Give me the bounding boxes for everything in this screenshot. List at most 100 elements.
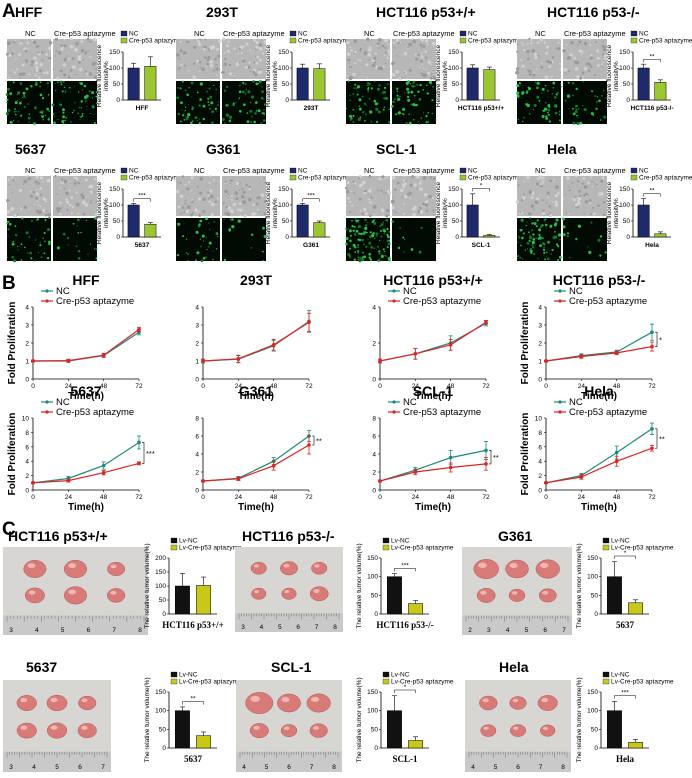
gfp-nc-a6-cell bbox=[213, 221, 215, 223]
gfp-nc-a4-cell bbox=[558, 110, 561, 113]
y-tick-label: 50 bbox=[159, 726, 167, 733]
gfp-aptazyme-a8 bbox=[561, 217, 607, 261]
y-tick-label: 1 bbox=[195, 359, 199, 366]
brightfield-aptazyme-a8-cell bbox=[566, 176, 570, 181]
gfp-nc-a8-cell bbox=[531, 229, 534, 232]
gfp-aptazyme-a1-cell bbox=[95, 95, 98, 98]
brightfield-aptazyme-a1-cell bbox=[63, 73, 66, 77]
brightfield-aptazyme-a6-cell bbox=[235, 197, 239, 201]
data-point bbox=[650, 446, 654, 451]
brightfield-nc-a3-cell bbox=[353, 53, 356, 55]
chart-title: HCT116 p53+/+ bbox=[383, 272, 483, 288]
gfp-aptazyme-a4-cell bbox=[582, 81, 584, 83]
brightfield-nc-a3-cell bbox=[366, 37, 370, 41]
brightfield-aptazyme-a1-cell bbox=[59, 69, 63, 73]
gfp-nc-a6-cell bbox=[217, 235, 219, 237]
gfp-aptazyme-a1-cell bbox=[69, 91, 71, 93]
brightfield-nc-a6-cell bbox=[184, 199, 187, 202]
data-point bbox=[271, 463, 276, 468]
tumor-highlight bbox=[509, 563, 518, 569]
gfp-nc-a8-cell bbox=[544, 258, 546, 261]
brightfield-nc-a7-cell bbox=[368, 174, 372, 178]
gfp-nc-a8-cell bbox=[529, 217, 531, 220]
gfp-aptazyme-a2-cell bbox=[232, 102, 235, 105]
gfp-aptazyme-a4-cell bbox=[596, 101, 598, 103]
gfp-aptazyme-a4-cell bbox=[576, 114, 578, 117]
brightfield-aptazyme-a2-cell bbox=[255, 61, 259, 65]
gfp-aptazyme-a3-bg bbox=[392, 81, 436, 124]
brightfield-aptazyme-a8-cell bbox=[587, 181, 590, 184]
gfp-nc-a7-cell bbox=[357, 252, 359, 254]
series-line-nc bbox=[379, 449, 487, 482]
gfp-aptazyme-a6 bbox=[222, 218, 267, 262]
brightfield-aptazyme-a3-cell bbox=[391, 61, 395, 66]
bar-control bbox=[296, 67, 309, 101]
tumor-photo-c2 bbox=[235, 547, 343, 632]
gfp-nc-a8-cell bbox=[557, 259, 559, 261]
x-tick-label: 24 bbox=[235, 494, 243, 501]
gfp-nc-a3-cell bbox=[356, 93, 359, 96]
brightfield-nc-a6-cell bbox=[208, 200, 212, 203]
y-tick-label: 50 bbox=[371, 592, 379, 599]
gfp-nc-a5-cell bbox=[21, 217, 24, 220]
gfp-nc-a5-cell bbox=[43, 252, 46, 255]
gfp-nc-a7-cell bbox=[369, 235, 372, 239]
brightfield-aptazyme-a2-cell bbox=[258, 43, 263, 47]
brightfield-nc-a6-cell bbox=[208, 197, 210, 200]
bar-treatment bbox=[144, 223, 157, 238]
gfp-nc-a6-cell bbox=[176, 254, 179, 257]
gfp-nc-a1-cell bbox=[9, 92, 13, 96]
brightfield-nc-a7-cell bbox=[346, 204, 348, 206]
ruler-number: 5 bbox=[494, 764, 498, 771]
gfp-aptazyme-a3-cell bbox=[418, 123, 421, 125]
gfp-aptazyme-a2-cell bbox=[244, 83, 247, 86]
y-tick-label: 0 bbox=[116, 234, 120, 241]
gfp-nc-a6-cell bbox=[199, 219, 203, 223]
gfp-nc-a2-cell bbox=[217, 101, 219, 103]
brightfield-nc-a5-cell bbox=[23, 179, 28, 184]
brightfield-nc-a5-cell bbox=[35, 175, 39, 179]
gfp-aptazyme-a6-cell bbox=[223, 219, 225, 221]
brightfield-nc-a4-bg bbox=[517, 39, 561, 79]
brightfield-nc-a4-cell bbox=[537, 56, 540, 58]
gfp-aptazyme-a3-cell bbox=[419, 83, 422, 87]
brightfield-nc-a2-cell bbox=[192, 75, 194, 77]
x-tick-label: 72 bbox=[482, 494, 490, 501]
gfp-nc-a1-cell bbox=[49, 80, 52, 83]
brightfield-nc-a7-cell bbox=[350, 190, 352, 193]
y-axis-label: Relative fluorescence bbox=[96, 45, 103, 108]
gfp-aptazyme-a7-cell bbox=[399, 227, 401, 229]
legend-swatch-treatment bbox=[602, 544, 610, 551]
gfp-nc-a7-cell bbox=[379, 225, 382, 227]
y-tick-label: 50 bbox=[371, 726, 379, 733]
y-axis-label: Relative fluorescence bbox=[606, 45, 613, 108]
brightfield-nc-a3-cell bbox=[353, 39, 358, 43]
brightfield-nc-a2-cell bbox=[200, 48, 202, 50]
brightfield-nc-a6-cell bbox=[215, 183, 217, 185]
gfp-nc-a7-cell bbox=[385, 218, 389, 222]
gfp-nc-a7-cell bbox=[354, 218, 357, 220]
brightfield-aptazyme-a2-cell bbox=[255, 45, 259, 49]
gfp-aptazyme-a2-cell bbox=[255, 110, 258, 112]
significance-bracket bbox=[394, 568, 416, 572]
gfp-nc-a8-cell bbox=[527, 248, 528, 250]
gfp-nc-a7-cell bbox=[360, 232, 363, 236]
gfp-nc-a2-cell bbox=[190, 121, 193, 125]
brightfield-nc-a5-cell bbox=[34, 180, 38, 184]
brightfield-nc-a5-cell bbox=[14, 178, 17, 181]
ruler-number: 8 bbox=[138, 627, 142, 634]
gfp-aptazyme-a3-cell bbox=[412, 81, 415, 84]
legend-label-treatment: Lv-Cre-p53 aptazyme bbox=[391, 679, 454, 686]
gfp-nc-a7-cell bbox=[373, 221, 377, 225]
brightfield-nc-a6-cell bbox=[206, 185, 208, 187]
gfp-aptazyme-a2-cell bbox=[262, 98, 264, 100]
brightfield-nc-a4-cell bbox=[557, 41, 560, 44]
brightfield-nc-a1-cell bbox=[39, 62, 43, 67]
gfp-aptazyme-a2-cell bbox=[246, 112, 249, 114]
y-axis-label-line2: intensity% bbox=[272, 61, 279, 91]
gfp-nc-a4-cell bbox=[523, 116, 525, 119]
y-axis-label: The relative tumor volume(%) bbox=[576, 677, 583, 762]
y-tick-label: 0 bbox=[538, 377, 542, 384]
brightfield-aptazyme-a8-cell bbox=[583, 194, 586, 197]
